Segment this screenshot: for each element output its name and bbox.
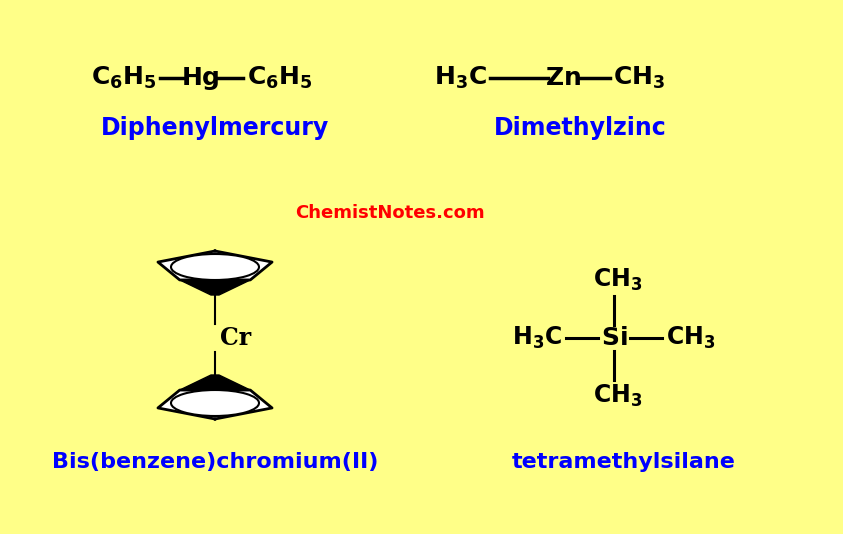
- Text: $\mathbf{CH_3}$: $\mathbf{CH_3}$: [666, 325, 716, 351]
- Text: $\mathbf{CH_3}$: $\mathbf{CH_3}$: [593, 383, 642, 409]
- Polygon shape: [180, 375, 250, 390]
- Text: $\mathbf{H_3C}$: $\mathbf{H_3C}$: [512, 325, 562, 351]
- Text: $\mathbf{Zn}$: $\mathbf{Zn}$: [545, 66, 581, 90]
- Polygon shape: [158, 251, 272, 280]
- Text: ChemistNotes.com: ChemistNotes.com: [295, 204, 485, 222]
- Text: tetramethylsilane: tetramethylsilane: [512, 452, 736, 472]
- Text: $\mathbf{CH_3}$: $\mathbf{CH_3}$: [613, 65, 665, 91]
- Text: $\mathbf{H_3C}$: $\mathbf{H_3C}$: [434, 65, 487, 91]
- Ellipse shape: [171, 254, 259, 280]
- Text: Diphenylmercury: Diphenylmercury: [101, 116, 329, 140]
- Text: $\mathbf{C_6H_5}$: $\mathbf{C_6H_5}$: [91, 65, 157, 91]
- Text: $\mathbf{Hg}$: $\mathbf{Hg}$: [180, 65, 219, 91]
- Text: Dimethylzinc: Dimethylzinc: [494, 116, 666, 140]
- Polygon shape: [180, 280, 250, 295]
- Polygon shape: [158, 390, 272, 419]
- Text: Cr: Cr: [220, 326, 251, 350]
- Text: $\mathbf{C_6H_5}$: $\mathbf{C_6H_5}$: [247, 65, 313, 91]
- Text: $\mathbf{CH_3}$: $\mathbf{CH_3}$: [593, 267, 642, 293]
- Ellipse shape: [171, 390, 259, 416]
- Text: Bis(benzene)chromium(II): Bis(benzene)chromium(II): [51, 452, 379, 472]
- Text: $\mathbf{Si}$: $\mathbf{Si}$: [601, 326, 627, 350]
